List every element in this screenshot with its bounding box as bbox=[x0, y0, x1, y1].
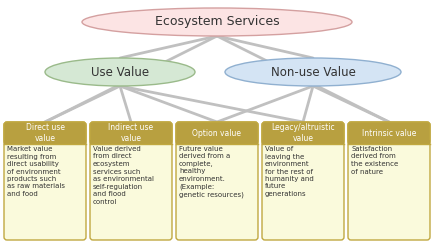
FancyBboxPatch shape bbox=[262, 122, 344, 144]
Text: Future value
derived from a
complete,
healthy
environment.
(Example:
genetic res: Future value derived from a complete, he… bbox=[179, 146, 244, 198]
Text: Intrinsic value: Intrinsic value bbox=[362, 129, 416, 138]
Bar bbox=[348, 140, 430, 144]
Text: Ecosystem Services: Ecosystem Services bbox=[155, 16, 279, 29]
Bar bbox=[262, 140, 344, 144]
Bar bbox=[176, 140, 258, 144]
Ellipse shape bbox=[45, 58, 195, 86]
Bar bbox=[90, 140, 172, 144]
Text: Satisfaction
derived from
the existence
of nature: Satisfaction derived from the existence … bbox=[351, 146, 398, 174]
FancyBboxPatch shape bbox=[176, 122, 258, 240]
Text: Value derived
from direct
ecosystem
services such
as environmental
self-regulati: Value derived from direct ecosystem serv… bbox=[93, 146, 154, 204]
Text: Indirect use
value: Indirect use value bbox=[108, 123, 154, 143]
Text: Option value: Option value bbox=[193, 129, 241, 138]
FancyBboxPatch shape bbox=[348, 122, 430, 240]
FancyBboxPatch shape bbox=[90, 122, 172, 240]
Text: Value of
leaving the
environment
for the rest of
humanity and
future
generations: Value of leaving the environment for the… bbox=[265, 146, 314, 197]
Text: Legacy/altruistic
value: Legacy/altruistic value bbox=[271, 123, 335, 143]
Ellipse shape bbox=[82, 8, 352, 36]
FancyBboxPatch shape bbox=[348, 122, 430, 144]
Text: Use Value: Use Value bbox=[91, 65, 149, 79]
Text: Non-use Value: Non-use Value bbox=[270, 65, 355, 79]
FancyBboxPatch shape bbox=[176, 122, 258, 144]
Bar bbox=[4, 140, 86, 144]
Ellipse shape bbox=[225, 58, 401, 86]
FancyBboxPatch shape bbox=[4, 122, 86, 240]
FancyBboxPatch shape bbox=[4, 122, 86, 144]
Text: Direct use
value: Direct use value bbox=[26, 123, 65, 143]
Text: Market value
resulting from
direct usability
of environment
products such
as raw: Market value resulting from direct usabi… bbox=[7, 146, 65, 197]
FancyBboxPatch shape bbox=[90, 122, 172, 144]
FancyBboxPatch shape bbox=[262, 122, 344, 240]
